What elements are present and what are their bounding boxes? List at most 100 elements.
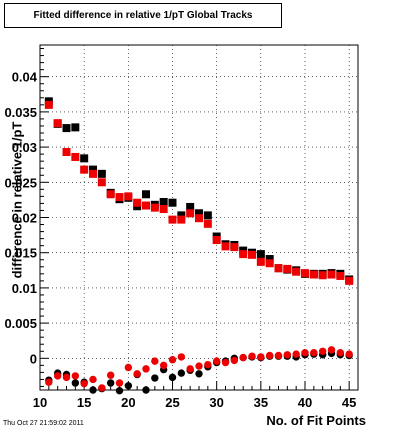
data-point-circle bbox=[168, 356, 177, 364]
data-point-square bbox=[106, 190, 115, 199]
data-point-square bbox=[301, 269, 309, 278]
data-point-square bbox=[265, 259, 274, 268]
data-point-square bbox=[89, 165, 97, 174]
data-point-circle bbox=[124, 363, 133, 372]
data-point-circle bbox=[301, 348, 309, 357]
data-point-circle bbox=[71, 372, 80, 380]
x-tick-label: 20 bbox=[121, 395, 135, 410]
data-point-square bbox=[327, 270, 336, 279]
x-tick-label: 15 bbox=[77, 395, 91, 410]
data-point-square bbox=[256, 250, 265, 259]
data-point-square bbox=[230, 243, 239, 252]
data-point-square bbox=[318, 271, 327, 280]
ticks bbox=[39, 48, 359, 390]
x-tick-label: 25 bbox=[165, 395, 179, 410]
data-point-square bbox=[256, 257, 265, 266]
data-point-square bbox=[345, 276, 354, 285]
data-point-square bbox=[195, 214, 203, 223]
data-markers bbox=[44, 97, 354, 395]
data-point-circle bbox=[168, 373, 177, 382]
data-point-square bbox=[97, 169, 106, 178]
data-point-square bbox=[203, 211, 212, 220]
data-point-square bbox=[203, 219, 212, 228]
data-point-circle bbox=[142, 365, 150, 373]
data-point-square bbox=[283, 264, 292, 273]
data-point-square bbox=[265, 255, 274, 264]
data-point-circle bbox=[45, 378, 53, 386]
data-point-square bbox=[71, 152, 80, 161]
data-point-circle bbox=[345, 350, 353, 358]
data-point-square bbox=[80, 165, 89, 174]
data-point-circle bbox=[283, 351, 292, 359]
data-point-square bbox=[221, 242, 230, 251]
data-point-circle bbox=[265, 351, 274, 360]
data-point-square bbox=[186, 209, 195, 218]
data-point-circle bbox=[212, 357, 221, 365]
y-axis-label: difference in relative 1/pT bbox=[9, 121, 25, 279]
x-tick-label: 30 bbox=[209, 395, 223, 410]
data-point-circle bbox=[177, 369, 186, 377]
data-point-circle bbox=[195, 370, 203, 378]
data-point-square bbox=[80, 154, 89, 163]
data-point-circle bbox=[159, 361, 168, 370]
data-point-circle bbox=[89, 386, 97, 394]
data-point-circle bbox=[230, 356, 239, 365]
data-point-circle bbox=[221, 358, 230, 367]
data-point-circle bbox=[71, 379, 80, 387]
data-point-circle bbox=[327, 346, 336, 354]
data-point-circle bbox=[115, 379, 124, 387]
data-point-square bbox=[168, 215, 177, 224]
data-point-square bbox=[168, 198, 177, 207]
y-tick-label: 0.02 bbox=[12, 211, 37, 226]
data-point-square bbox=[159, 198, 168, 207]
y-tick-label: 0 bbox=[30, 351, 37, 366]
data-point-circle bbox=[195, 362, 203, 370]
data-point-square bbox=[89, 169, 97, 178]
data-point-square bbox=[133, 198, 142, 207]
data-point-circle bbox=[177, 353, 186, 361]
data-point-circle bbox=[336, 348, 345, 357]
data-point-circle bbox=[151, 357, 159, 365]
x-tick-label: 35 bbox=[254, 395, 268, 410]
data-point-circle bbox=[310, 348, 318, 357]
data-point-square bbox=[274, 264, 283, 273]
data-point-square bbox=[248, 250, 256, 259]
data-point-square bbox=[336, 271, 345, 280]
data-point-square bbox=[142, 201, 150, 210]
data-point-square bbox=[177, 211, 186, 220]
y-tick-label: 0.015 bbox=[4, 246, 37, 261]
data-point-circle bbox=[115, 387, 124, 395]
data-point-square bbox=[292, 267, 301, 276]
tick-labels: 10 15 20 25 30 35 40 45 0 0.005 0.01 0.015 0.02 0.025… bbox=[4, 70, 356, 410]
data-point-square bbox=[239, 250, 248, 259]
timestamp: Thu Oct 27 21:59:02 2011 bbox=[3, 420, 84, 427]
data-point-circle bbox=[142, 386, 150, 394]
data-point-square bbox=[142, 190, 150, 199]
data-point-circle bbox=[80, 379, 88, 388]
x-axis-label: No. of Fit Points bbox=[266, 413, 366, 428]
data-point-square bbox=[186, 202, 195, 211]
data-point-circle bbox=[53, 372, 62, 380]
data-point-square bbox=[159, 205, 168, 214]
x-tick-label: 45 bbox=[342, 395, 356, 410]
data-point-square bbox=[150, 203, 159, 212]
data-point-square bbox=[195, 209, 203, 218]
x-tick-label: 10 bbox=[33, 395, 47, 410]
data-point-square bbox=[53, 119, 62, 128]
data-point-circle bbox=[124, 382, 133, 390]
chart-title: Fitted difference in relative 1/pT Globa… bbox=[4, 3, 282, 28]
data-point-square bbox=[177, 215, 186, 224]
data-point-square bbox=[71, 123, 80, 132]
data-point-circle bbox=[318, 347, 327, 355]
data-point-square bbox=[44, 100, 53, 109]
y-tick-label: 0.005 bbox=[4, 316, 37, 331]
data-point-square bbox=[212, 236, 221, 245]
data-point-square bbox=[124, 192, 133, 201]
data-point-circle bbox=[257, 353, 265, 361]
data-point-circle bbox=[62, 373, 71, 382]
y-tick-label: 0.025 bbox=[4, 175, 37, 190]
data-point-circle bbox=[89, 375, 97, 384]
data-point-circle bbox=[133, 370, 141, 378]
data-point-square bbox=[97, 178, 106, 187]
